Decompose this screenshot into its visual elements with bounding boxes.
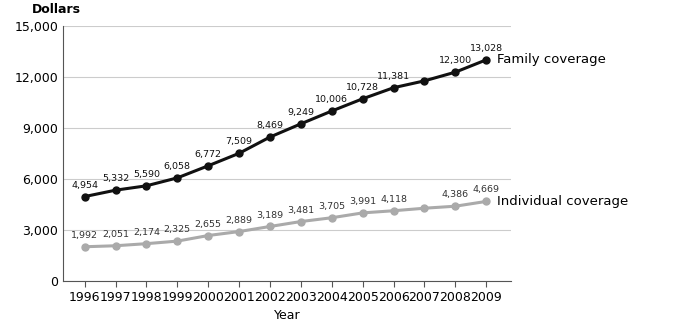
Text: 4,118: 4,118 bbox=[380, 195, 407, 204]
Text: 4,386: 4,386 bbox=[442, 190, 469, 199]
Text: 4,954: 4,954 bbox=[71, 181, 98, 190]
Text: 10,006: 10,006 bbox=[315, 95, 349, 104]
Text: 10,728: 10,728 bbox=[346, 83, 379, 92]
Text: Dollars: Dollars bbox=[32, 3, 80, 16]
X-axis label: Year: Year bbox=[274, 310, 300, 322]
Text: 3,189: 3,189 bbox=[256, 211, 284, 219]
Text: 13,028: 13,028 bbox=[470, 44, 503, 53]
Text: 5,332: 5,332 bbox=[102, 174, 129, 183]
Text: 2,051: 2,051 bbox=[102, 230, 129, 239]
Text: 9,249: 9,249 bbox=[288, 108, 314, 117]
Text: 1,992: 1,992 bbox=[71, 231, 98, 240]
Text: 8,469: 8,469 bbox=[256, 121, 284, 130]
Text: 6,058: 6,058 bbox=[164, 162, 191, 171]
Text: 6,772: 6,772 bbox=[195, 150, 222, 159]
Text: 3,705: 3,705 bbox=[318, 202, 345, 211]
Text: Individual coverage: Individual coverage bbox=[498, 195, 629, 208]
Text: 3,991: 3,991 bbox=[349, 197, 377, 206]
Text: 2,655: 2,655 bbox=[195, 219, 222, 229]
Text: 2,325: 2,325 bbox=[164, 225, 191, 234]
Text: 12,300: 12,300 bbox=[439, 56, 472, 65]
Text: Family coverage: Family coverage bbox=[498, 53, 606, 66]
Text: 5,590: 5,590 bbox=[133, 170, 160, 179]
Text: 11,381: 11,381 bbox=[377, 72, 410, 81]
Text: 7,509: 7,509 bbox=[225, 137, 253, 146]
Text: 2,889: 2,889 bbox=[225, 215, 253, 225]
Text: 4,669: 4,669 bbox=[473, 185, 500, 194]
Text: 2,174: 2,174 bbox=[133, 228, 160, 237]
Text: 3,481: 3,481 bbox=[287, 206, 314, 214]
